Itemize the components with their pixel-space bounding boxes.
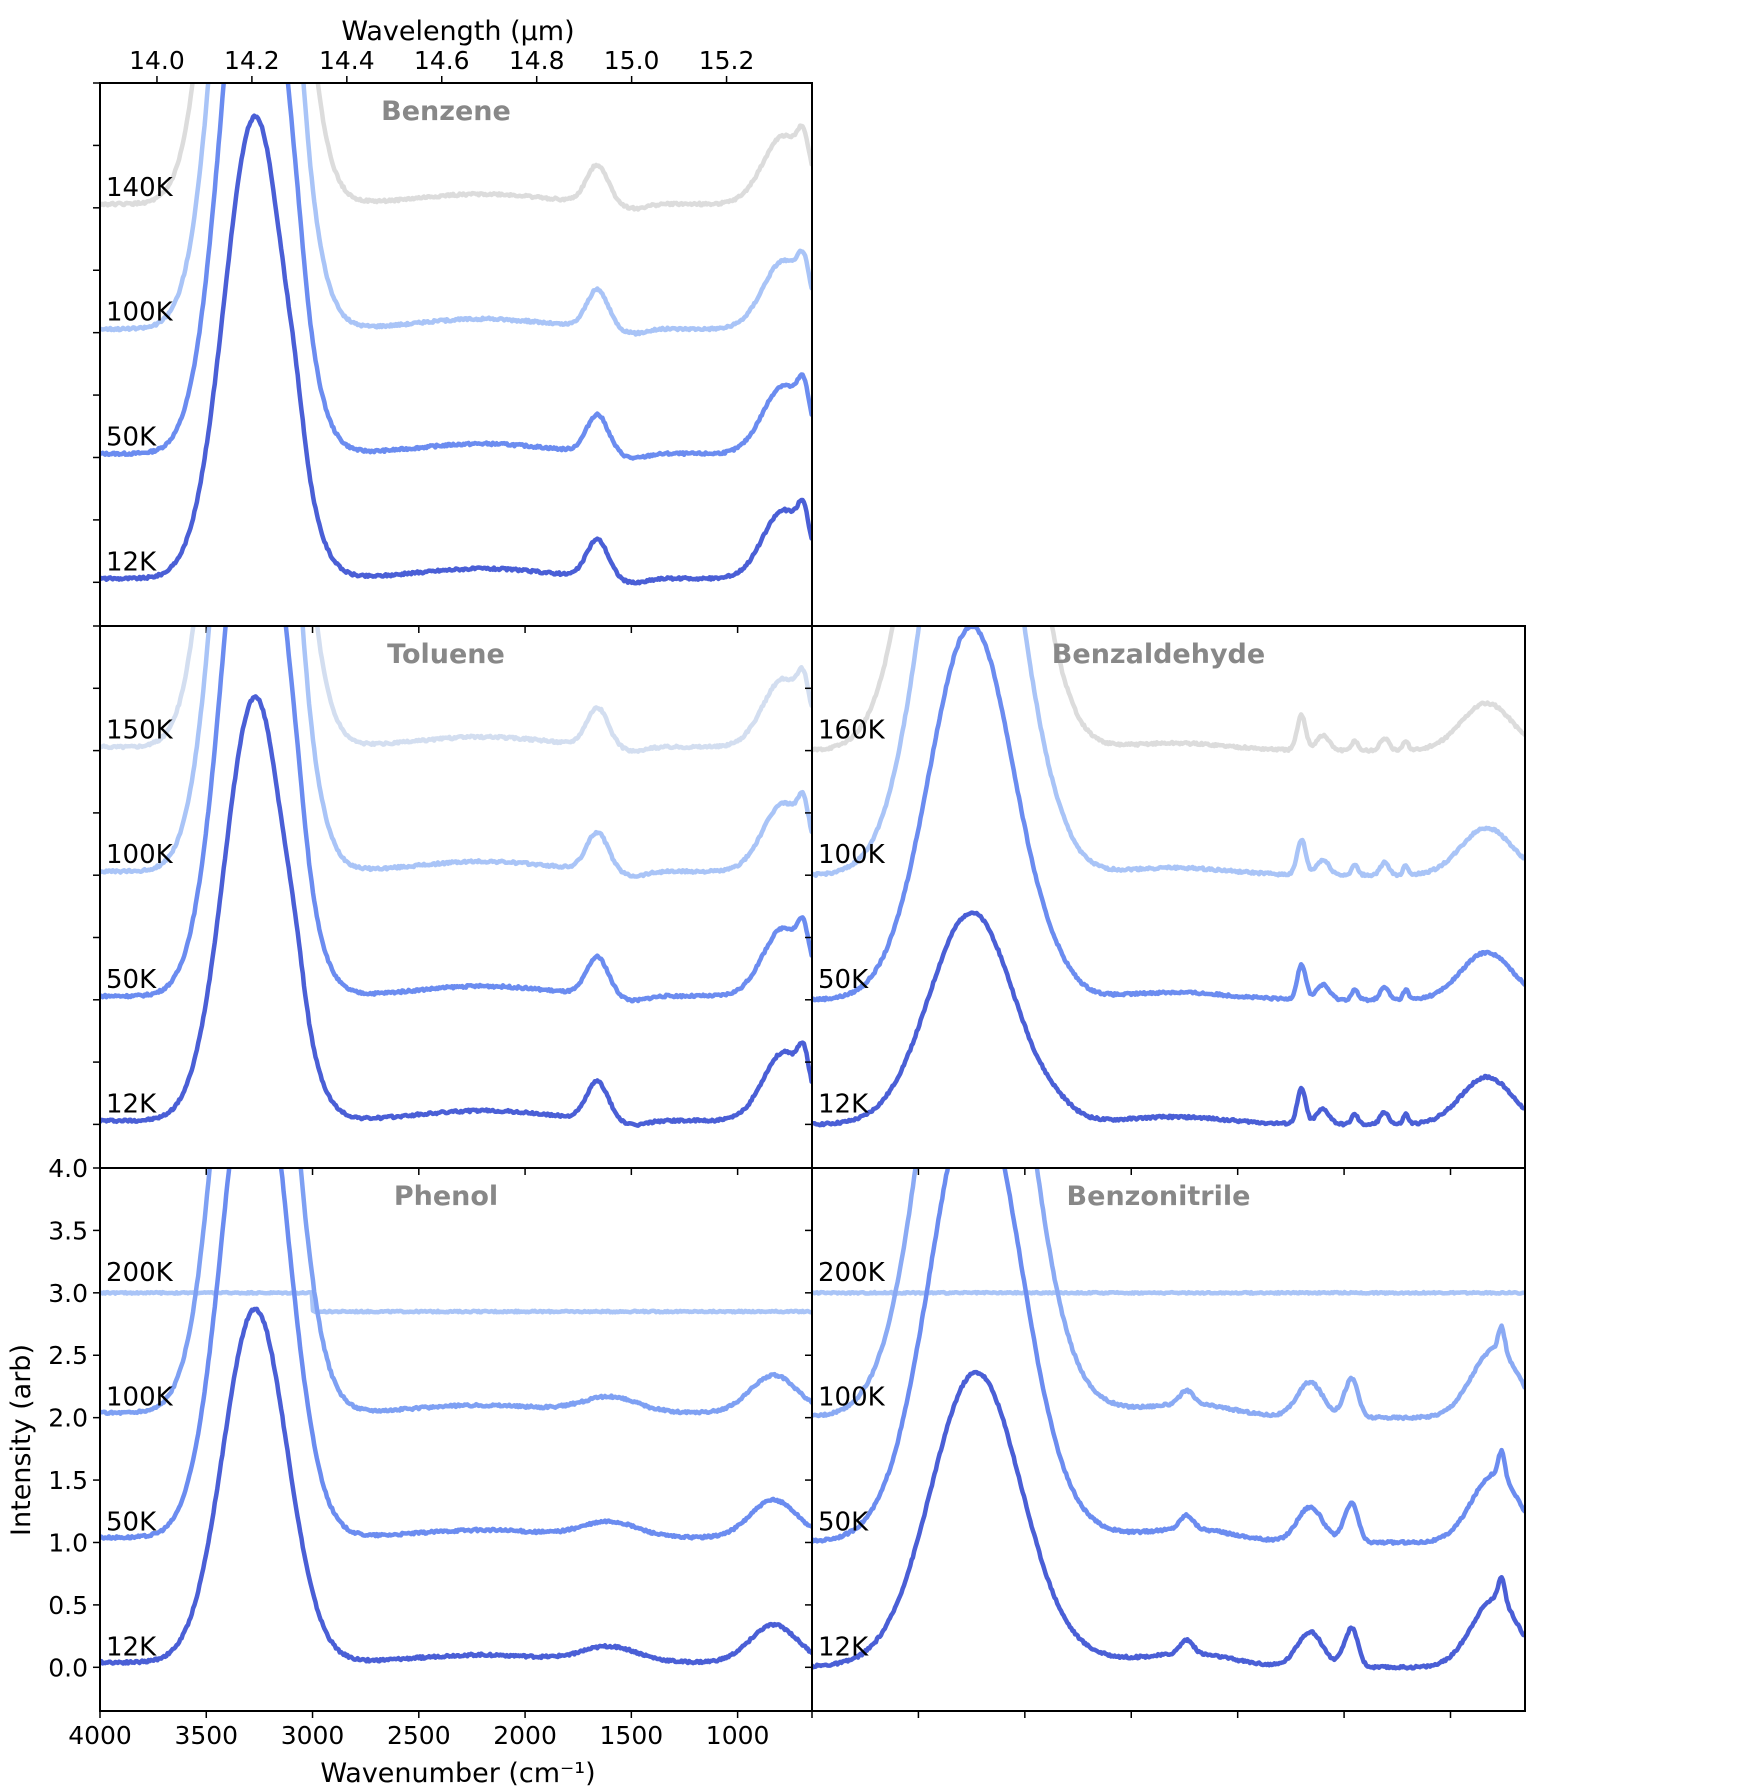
temperature-label: 100K <box>106 298 174 328</box>
top-tick-label: 14.0 <box>129 46 185 75</box>
panel-benzaldehyde: 160K 100K 50K 12K Benzaldehyde <box>805 625 1526 1175</box>
x-tick-label: 3500 <box>174 1721 238 1750</box>
y-tick-label: 1.5 <box>48 1466 88 1495</box>
panel-title: Benzonitrile <box>1067 1181 1251 1212</box>
y-tick-label: 0.5 <box>48 1591 88 1620</box>
temperature-label: 50K <box>818 965 869 995</box>
x-tick-label: 1500 <box>600 1721 664 1750</box>
spectrum-line-100k <box>812 1168 1525 1422</box>
top-tick-label: 15.0 <box>604 46 660 75</box>
panel-phenol: 200K 100K 50K 12K Phenol 4000 3500 3000 2500 2000… <box>48 1154 813 1750</box>
spectrum-line-50k <box>812 626 1525 1004</box>
y-tick-label: 2.0 <box>48 1404 88 1433</box>
panel-toluene: 150K 100K 50K 12K Toluene <box>93 625 813 1175</box>
panel-frame <box>811 1167 1526 1712</box>
spectrum-line-150k <box>100 626 812 754</box>
top-tick-label: 14.4 <box>319 46 375 75</box>
panel-benzene: 140K 100K 50K 12K Benzene 14.0 14.2 14.4 14.6 14.… <box>93 46 813 633</box>
top-tick-label: 14.8 <box>509 46 565 75</box>
spectrum-line-160k <box>812 626 1525 754</box>
temperature-label: 12K <box>106 1632 157 1662</box>
temperature-label: 100K <box>106 840 174 870</box>
spectrum-line-12k <box>100 694 812 1128</box>
temperature-label: 150K <box>106 716 174 746</box>
top-tick-label: 15.2 <box>699 46 755 75</box>
temperature-label: 12K <box>106 1089 157 1119</box>
panel-benzonitrile: 200K 100K 50K 12K Benzonitrile <box>805 1167 1526 1718</box>
spectrum-line-200k <box>100 1289 812 1315</box>
bottom-axis-title: Wavenumber (cm⁻¹) <box>320 1758 595 1789</box>
spectrum-line-50k <box>100 1168 812 1541</box>
temperature-label: 100K <box>106 1383 174 1413</box>
temperature-label: 50K <box>106 1507 157 1537</box>
spectra-group <box>100 83 812 586</box>
y-tick-label: 2.5 <box>48 1341 88 1370</box>
spectrum-line-12k <box>812 1369 1525 1671</box>
y-tick-label: 0.0 <box>48 1653 88 1682</box>
panel-title: Benzaldehyde <box>1052 639 1265 670</box>
temperature-label: 140K <box>106 173 174 203</box>
y-tick-label: 4.0 <box>48 1154 88 1183</box>
temperature-label: 50K <box>106 422 157 452</box>
y-tick-label: 1.0 <box>48 1528 88 1557</box>
x-tick-label: 2000 <box>493 1721 557 1750</box>
spectrum-line-100k <box>100 83 812 337</box>
temperature-label: 200K <box>106 1258 174 1288</box>
y-tick-label: 3.5 <box>48 1216 88 1245</box>
panel-frame <box>811 625 1526 1169</box>
temperature-label: 160K <box>818 716 886 746</box>
y-tick-label: 3.0 <box>48 1279 88 1308</box>
spectrum-line-200k <box>812 1289 1525 1296</box>
spectra-group <box>100 626 812 1128</box>
spectrum-line-12k <box>100 113 812 586</box>
temperature-label: 50K <box>818 1507 869 1537</box>
panel-title: Phenol <box>394 1181 498 1212</box>
spectrum-line-50k <box>812 1168 1525 1546</box>
spectrum-line-12k <box>812 910 1525 1128</box>
x-tick-label: 2500 <box>387 1721 451 1750</box>
y-axis-title: Intensity (arb) <box>6 1344 37 1536</box>
x-tick-label: 1000 <box>706 1721 770 1750</box>
spectrum-line-100k <box>812 626 1525 879</box>
top-tick-label: 14.6 <box>414 46 470 75</box>
temperature-label: 200K <box>818 1258 886 1288</box>
top-axis-title: Wavelength (μm) <box>341 16 574 47</box>
panel-frame <box>99 1167 813 1712</box>
temperature-label: 12K <box>818 1089 869 1119</box>
temperature-label: 100K <box>818 1383 886 1413</box>
spectrum-line-100k <box>100 626 812 879</box>
spectra-group <box>812 1168 1525 1671</box>
panel-frame <box>99 82 813 627</box>
panel-frame <box>99 625 813 1169</box>
x-tick-label: 3000 <box>281 1721 345 1750</box>
temperature-label: 12K <box>818 1632 869 1662</box>
spectra-plot-layer: 140K 100K 50K 12K Benzene 14.0 14.2 14.4 14.6 14.… <box>48 46 1526 1750</box>
spectrum-line-50k <box>100 83 812 461</box>
spectrum-line-140k <box>100 83 812 212</box>
temperature-label: 50K <box>106 965 157 995</box>
temperature-label: 12K <box>106 547 157 577</box>
panel-title: Benzene <box>381 96 511 127</box>
spectrum-line-12k <box>100 1306 812 1666</box>
x-tick-label: 4000 <box>68 1721 132 1750</box>
spectrum-line-100k <box>100 1168 812 1416</box>
panel-title: Toluene <box>387 639 505 670</box>
spectra-group <box>812 626 1525 1128</box>
spectra-group <box>100 1168 812 1666</box>
temperature-label: 100K <box>818 840 886 870</box>
top-tick-label: 14.2 <box>224 46 280 75</box>
spectrum-line-50k <box>100 626 812 1004</box>
